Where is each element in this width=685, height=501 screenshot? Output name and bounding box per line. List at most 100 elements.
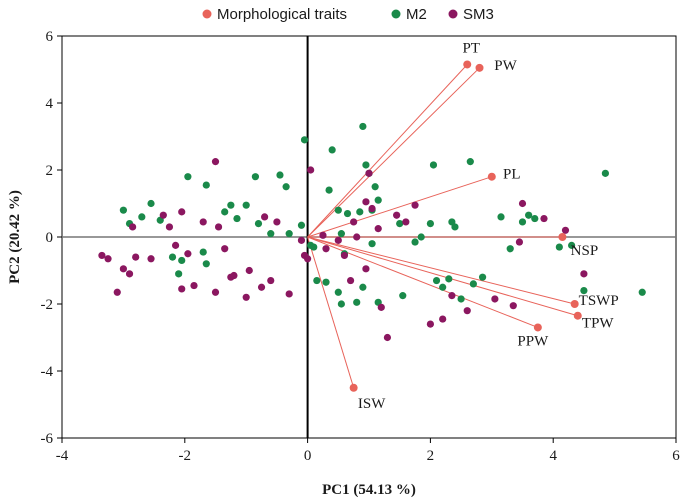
m2-point (426, 220, 434, 228)
m2-point (518, 218, 527, 226)
sm3-point (199, 218, 207, 226)
sm3-point (334, 236, 342, 244)
legend-marker-m2 (391, 9, 401, 19)
sm3-point (362, 198, 370, 206)
m2-point (147, 199, 155, 208)
sm3-point (267, 276, 275, 285)
m2-point (227, 201, 235, 209)
sm3-point (211, 158, 220, 166)
trait-vector-pt (307, 64, 468, 238)
sm3-point (304, 255, 312, 263)
y-tick-label: 0 (46, 230, 54, 246)
trait-label-tswp: TSWP (579, 293, 619, 309)
sm3-point (297, 236, 306, 244)
sm3-point (402, 218, 410, 226)
m2-point (202, 260, 210, 268)
m2-point (411, 238, 419, 246)
sm3-point (257, 283, 266, 291)
m2-point (282, 183, 290, 191)
x-tick-label: 4 (549, 448, 557, 464)
y-tick-label: -4 (41, 364, 54, 380)
sm3-points (98, 158, 588, 342)
y-tick-label: 6 (46, 29, 54, 45)
sm3-point (98, 251, 106, 260)
sm3-point (119, 265, 127, 273)
sm3-point (383, 333, 392, 342)
trait-point-nsp (558, 233, 567, 241)
m2-point (531, 214, 539, 223)
sm3-point (221, 245, 229, 253)
trait-label-isw: ISW (358, 396, 386, 412)
trait-point-isw (349, 383, 358, 392)
m2-point (251, 173, 260, 181)
sm3-point (214, 223, 223, 231)
m2-point (334, 206, 342, 214)
m2-point (478, 273, 487, 281)
sm3-point (353, 233, 361, 241)
sm3-point (285, 290, 293, 298)
m2-point (178, 256, 186, 265)
legend-label-m2: M2 (406, 6, 427, 23)
trait-labels: PT PW PL NSP TSWP TPW PPW ISW (358, 40, 619, 411)
m2-point (202, 181, 210, 189)
x-axis-ticks: -4 -2 0 2 4 6 (56, 438, 680, 464)
trait-label-tpw: TPW (582, 316, 615, 332)
m2-point (254, 220, 263, 228)
m2-point (356, 208, 364, 216)
sm3-point (463, 307, 471, 315)
m2-point (568, 241, 576, 249)
sm3-point (393, 211, 401, 219)
legend-marker-sm3 (448, 9, 458, 19)
m2-point (359, 122, 367, 131)
trait-point-pt (463, 60, 472, 69)
m2-point (300, 136, 309, 144)
sm3-point (580, 270, 588, 278)
m2-point (337, 230, 345, 238)
sm3-point (125, 270, 134, 278)
m2-point (328, 146, 336, 154)
m2-points (119, 122, 646, 308)
sm3-point (340, 251, 349, 260)
m2-point (242, 201, 250, 209)
m2-point (334, 288, 342, 296)
trait-label-pt: PT (462, 40, 480, 56)
m2-point (601, 169, 609, 177)
sm3-point (426, 320, 434, 328)
sm3-point (171, 241, 180, 249)
m2-point (525, 211, 533, 219)
x-tick-label: -2 (179, 448, 192, 464)
trait-point-pw (475, 63, 484, 72)
m2-point (466, 158, 474, 166)
m2-point (417, 233, 425, 241)
m2-point (359, 283, 367, 291)
x-axis-title: PC1 (54.13 %) (322, 482, 416, 498)
legend-label-sm3: SM3 (463, 6, 494, 23)
m2-point (469, 280, 477, 288)
trait-point-pl (487, 172, 496, 181)
m2-point (138, 213, 146, 221)
m2-point (362, 161, 370, 169)
legend: Morphological traits M2 SM3 (202, 6, 494, 23)
trait-vector-tswp (307, 236, 575, 305)
m2-point (506, 245, 514, 253)
x-tick-label: -4 (56, 448, 69, 464)
sm3-point (374, 225, 382, 233)
sm3-point (515, 238, 524, 246)
m2-point (297, 221, 306, 229)
m2-point (285, 230, 293, 238)
m2-point (368, 240, 376, 248)
m2-point (451, 223, 459, 231)
m2-point (337, 300, 345, 308)
sm3-point (245, 266, 253, 275)
y-tick-label: 2 (46, 163, 54, 179)
m2-point (399, 292, 407, 300)
sm3-point (518, 199, 527, 208)
legend-label-traits: Morphological traits (217, 6, 347, 23)
sm3-point (159, 211, 167, 219)
m2-point (371, 183, 379, 191)
m2-point (313, 276, 321, 285)
sm3-point (377, 303, 385, 311)
sm3-point (104, 255, 112, 263)
m2-point (638, 288, 646, 296)
sm3-point (129, 223, 137, 231)
